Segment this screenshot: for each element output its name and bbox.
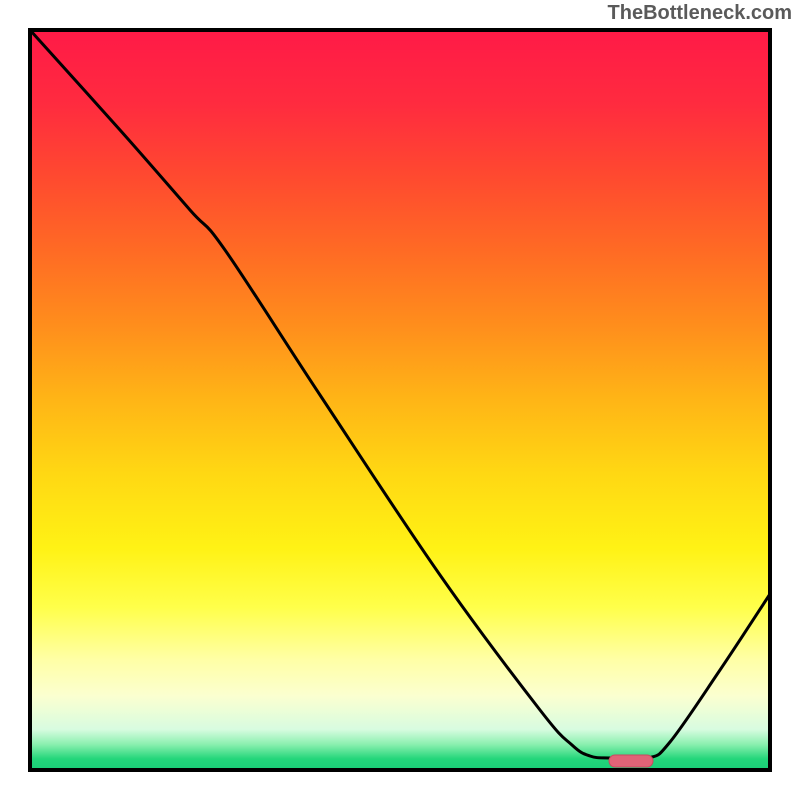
optimal-range-marker xyxy=(609,755,653,767)
chart-container: TheBottleneck.com xyxy=(0,0,800,800)
watermark-text: TheBottleneck.com xyxy=(608,2,792,25)
plot-gradient xyxy=(30,30,770,770)
bottleneck-chart xyxy=(0,0,800,800)
